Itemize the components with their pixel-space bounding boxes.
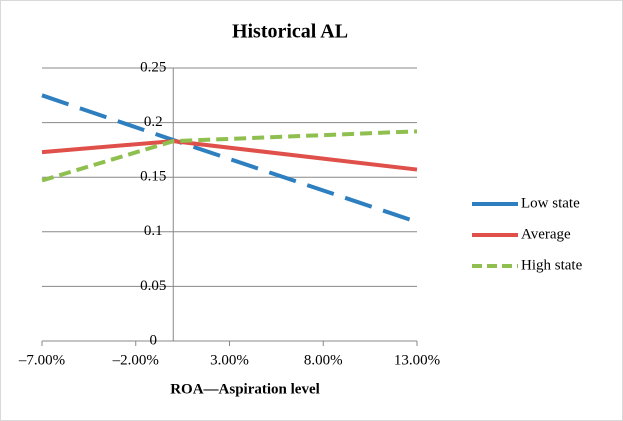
- x-tick-label: 3.00%: [210, 352, 249, 368]
- y-tick-label: 0.1: [144, 223, 163, 239]
- legend-label: Average: [521, 226, 571, 242]
- x-tick-label: 8.00%: [304, 352, 343, 368]
- x-tick-label: –7.00%: [18, 352, 65, 368]
- y-tick-label: 0.25: [140, 59, 166, 75]
- y-tick-label: 0.15: [140, 169, 166, 185]
- y-tick-label: 0.05: [140, 278, 166, 294]
- x-tick-label: 13.00%: [394, 352, 440, 368]
- y-tick-label: 0: [150, 332, 158, 348]
- legend-label: Low state: [521, 195, 580, 211]
- series-line: [41, 129, 418, 183]
- chart-title: Historical AL: [232, 21, 348, 43]
- x-axis-title: ROA—Aspiration level: [170, 381, 320, 397]
- legend-label: High state: [521, 257, 583, 273]
- y-tick-label: 0.2: [144, 114, 163, 130]
- x-tick-label: –2.00%: [112, 352, 159, 368]
